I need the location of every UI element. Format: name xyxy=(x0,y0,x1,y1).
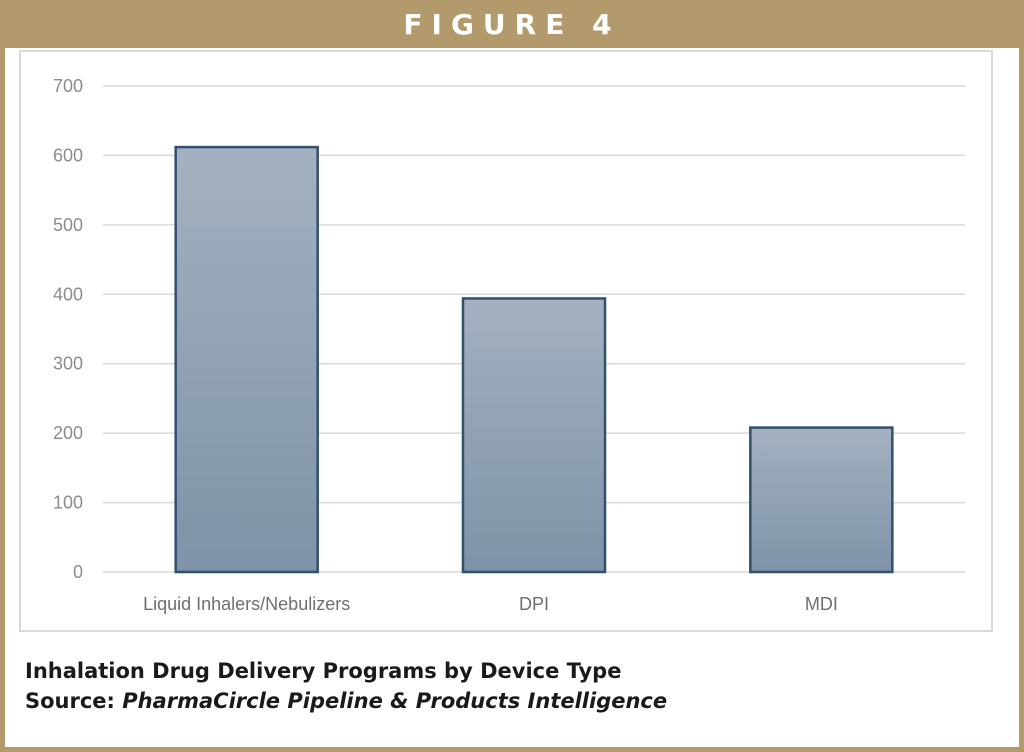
y-tick-label: 300 xyxy=(53,354,83,374)
chart-area: 0 100 200 300 400 500 600 700 Liquid Inhalers/N… xyxy=(19,50,993,632)
bar-0 xyxy=(174,145,319,574)
x-category-label: DPI xyxy=(519,594,549,614)
caption-source: Source: PharmaCircle Pipeline & Products… xyxy=(25,686,1005,716)
caption-source-text: PharmaCircle Pipeline & Products Intelli… xyxy=(122,689,668,713)
caption-title: Inhalation Drug Delivery Programs by Dev… xyxy=(25,659,622,683)
x-axis-category-labels: Liquid Inhalers/Nebulizers DPI MDI xyxy=(143,594,838,614)
y-tick-label: 700 xyxy=(53,76,83,96)
y-tick-label: 200 xyxy=(53,423,83,443)
x-category-label: Liquid Inhalers/Nebulizers xyxy=(143,594,350,614)
bar-1 xyxy=(461,297,607,574)
bar-2 xyxy=(749,426,894,574)
bars xyxy=(174,145,894,574)
x-category-label: MDI xyxy=(805,594,838,614)
y-tick-label: 0 xyxy=(73,562,83,582)
y-tick-label: 100 xyxy=(53,493,83,513)
y-tick-label: 500 xyxy=(53,215,83,235)
y-tick-label: 600 xyxy=(53,145,83,165)
figure-caption: Inhalation Drug Delivery Programs by Dev… xyxy=(25,656,1005,716)
caption-source-prefix: Source: xyxy=(25,689,123,713)
figure-title: FIGURE 4 xyxy=(5,0,1019,48)
y-tick-label: 400 xyxy=(53,284,83,304)
bar-chart: 0 100 200 300 400 500 600 700 Liquid Inhalers/N… xyxy=(53,76,965,614)
y-axis-tick-labels: 0 100 200 300 400 500 600 700 xyxy=(53,76,83,582)
